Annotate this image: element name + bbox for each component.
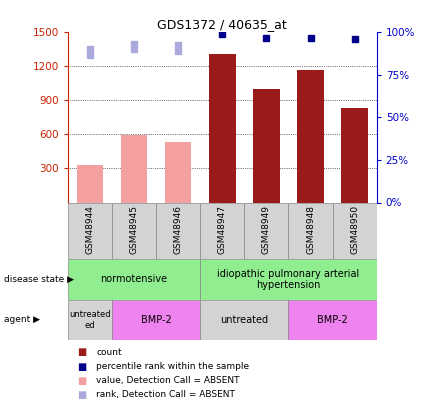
Bar — [68, 300, 112, 340]
Text: ■: ■ — [77, 362, 86, 371]
Bar — [209, 54, 236, 202]
Text: ■: ■ — [77, 376, 86, 386]
Bar — [244, 202, 289, 259]
Text: GSM48948: GSM48948 — [306, 205, 315, 254]
Text: GSM48945: GSM48945 — [130, 205, 138, 254]
Bar — [289, 202, 332, 259]
Text: value, Detection Call = ABSENT: value, Detection Call = ABSENT — [96, 376, 240, 385]
Text: disease state ▶: disease state ▶ — [4, 275, 74, 284]
Bar — [121, 135, 147, 202]
Text: idiopathic pulmonary arterial
hypertension: idiopathic pulmonary arterial hypertensi… — [217, 269, 360, 290]
Text: agent ▶: agent ▶ — [4, 315, 40, 324]
Text: BMP-2: BMP-2 — [317, 315, 348, 325]
Text: ■: ■ — [77, 390, 86, 400]
Bar — [332, 202, 377, 259]
Bar — [297, 70, 324, 202]
Text: ■: ■ — [77, 347, 86, 357]
Text: GSM48947: GSM48947 — [218, 205, 227, 254]
Bar — [112, 202, 156, 259]
Text: normotensive: normotensive — [100, 275, 168, 284]
Text: BMP-2: BMP-2 — [141, 315, 172, 325]
Text: untreated: untreated — [220, 315, 268, 325]
Bar — [200, 259, 377, 300]
Bar — [68, 202, 112, 259]
Title: GDS1372 / 40635_at: GDS1372 / 40635_at — [157, 18, 287, 31]
Text: untreated
ed: untreated ed — [69, 310, 111, 330]
Bar — [289, 300, 377, 340]
Text: GSM48946: GSM48946 — [174, 205, 183, 254]
Bar — [253, 89, 279, 202]
Bar — [68, 259, 200, 300]
Bar — [77, 165, 103, 202]
Text: GSM48949: GSM48949 — [262, 205, 271, 254]
Bar — [112, 300, 200, 340]
Text: GSM48950: GSM48950 — [350, 205, 359, 254]
Bar — [165, 143, 191, 202]
Bar — [200, 202, 244, 259]
Text: GSM48944: GSM48944 — [85, 205, 95, 254]
Text: rank, Detection Call = ABSENT: rank, Detection Call = ABSENT — [96, 390, 235, 399]
Bar — [341, 109, 368, 202]
Bar — [200, 300, 289, 340]
Text: count: count — [96, 348, 122, 357]
Text: percentile rank within the sample: percentile rank within the sample — [96, 362, 250, 371]
Bar — [156, 202, 200, 259]
